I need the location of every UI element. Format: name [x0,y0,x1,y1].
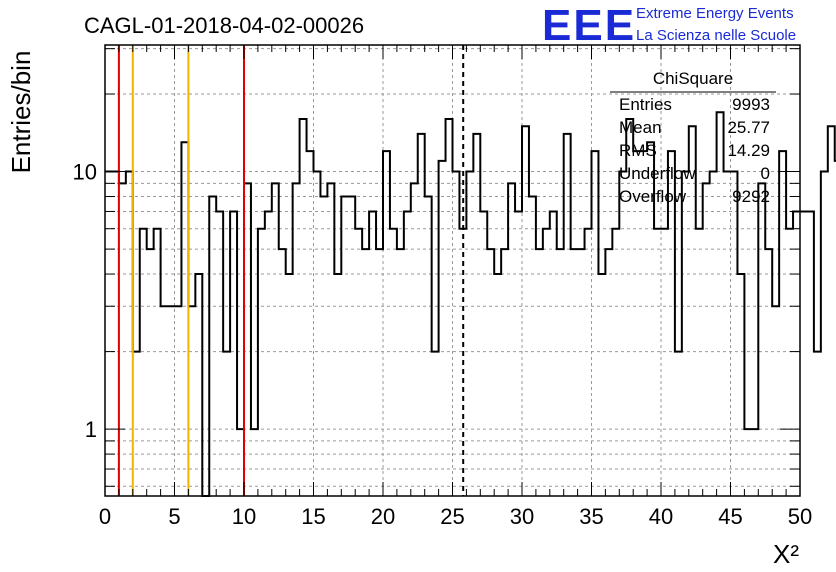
axis-ticks [104,45,801,496]
x-tick-label: 20 [371,504,395,529]
stats-value: 9993 [732,95,770,114]
x-tick-label: 25 [440,504,464,529]
x-tick-label: 50 [788,504,812,529]
x-tick-label: 45 [718,504,742,529]
x-tick-labels: 0 5 10 15 20 25 30 35 40 45 50 [99,504,812,529]
grid-lines [105,45,800,496]
stats-title: ChiSquare [653,69,733,88]
logo-line-2: La Scienza nelle Scuole [636,27,796,44]
stats-value: 25.77 [727,118,770,137]
stats-value: 14.29 [727,141,770,160]
x-tick-label: 40 [649,504,673,529]
stats-label: RMS [619,141,657,160]
stats-box: ChiSquare Entries 9993 Mean 25.77 RMS 14.29 Un… [610,69,776,206]
x-tick-label: 35 [579,504,603,529]
histogram-step-line [105,111,836,497]
y-tick-label: 10 [73,160,97,185]
eee-logo-mark: EEE [542,1,636,50]
x-tick-label: 0 [99,504,111,529]
y-axis-label: Entries/bin [6,51,36,174]
stats-value: 9292 [732,187,770,206]
logo-line-1: Extreme Energy Events [636,5,794,22]
stats-label: Underflow [619,164,696,183]
x-tick-label: 10 [232,504,256,529]
histogram [105,111,836,497]
plot-frame [104,44,801,497]
stats-label: Mean [619,118,662,137]
x-tick-label: 15 [301,504,325,529]
stats-label: Overflow [619,187,687,206]
x-tick-label: 5 [168,504,180,529]
stats-label: Entries [619,95,672,114]
stats-value: 0 [761,164,770,183]
y-tick-labels: 1 10 [73,160,97,443]
chart-title: CAGL-01-2018-04-02-00026 [84,13,364,38]
y-tick-label: 1 [85,417,97,442]
x-axis-label: X² [773,539,799,569]
x-tick-label: 30 [510,504,534,529]
marker-lines [117,45,465,496]
